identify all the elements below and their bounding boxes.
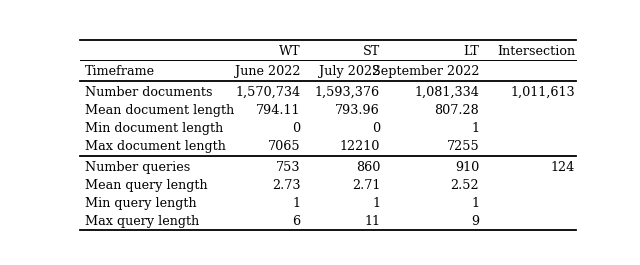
Text: 1,081,334: 1,081,334 bbox=[415, 86, 479, 99]
Text: 0: 0 bbox=[372, 122, 380, 135]
Text: 794.11: 794.11 bbox=[256, 104, 301, 117]
Text: 753: 753 bbox=[276, 161, 301, 174]
Text: 860: 860 bbox=[356, 161, 380, 174]
Text: Number documents: Number documents bbox=[85, 86, 212, 99]
Text: 807.28: 807.28 bbox=[435, 104, 479, 117]
Text: Mean document length: Mean document length bbox=[85, 104, 234, 117]
Text: WT: WT bbox=[279, 45, 301, 58]
Text: 1: 1 bbox=[372, 197, 380, 210]
Text: Mean query length: Mean query length bbox=[85, 179, 207, 192]
Text: 124: 124 bbox=[551, 161, 575, 174]
Text: 11: 11 bbox=[364, 215, 380, 228]
Text: 6: 6 bbox=[292, 215, 301, 228]
Text: June 2022: June 2022 bbox=[236, 65, 301, 78]
Text: Min document length: Min document length bbox=[85, 122, 223, 135]
Text: 1,011,613: 1,011,613 bbox=[510, 86, 575, 99]
Text: 2.52: 2.52 bbox=[451, 179, 479, 192]
Text: 7255: 7255 bbox=[447, 140, 479, 153]
Text: September 2022: September 2022 bbox=[372, 65, 479, 78]
Text: Max query length: Max query length bbox=[85, 215, 199, 228]
Text: 2.71: 2.71 bbox=[352, 179, 380, 192]
Text: Max document length: Max document length bbox=[85, 140, 226, 153]
Text: 0: 0 bbox=[292, 122, 301, 135]
Text: 793.96: 793.96 bbox=[335, 104, 380, 117]
Text: 1,593,376: 1,593,376 bbox=[315, 86, 380, 99]
Text: 1: 1 bbox=[292, 197, 301, 210]
Text: ST: ST bbox=[363, 45, 380, 58]
Text: 2.73: 2.73 bbox=[272, 179, 301, 192]
Text: Number queries: Number queries bbox=[85, 161, 190, 174]
Text: July 2022: July 2022 bbox=[319, 65, 380, 78]
Text: 9: 9 bbox=[471, 215, 479, 228]
Text: Intersection: Intersection bbox=[497, 45, 575, 58]
Text: 1: 1 bbox=[471, 122, 479, 135]
Text: Min query length: Min query length bbox=[85, 197, 196, 210]
Text: 1: 1 bbox=[471, 197, 479, 210]
Text: 910: 910 bbox=[455, 161, 479, 174]
Text: 12210: 12210 bbox=[340, 140, 380, 153]
Text: 7065: 7065 bbox=[268, 140, 301, 153]
Text: 1,570,734: 1,570,734 bbox=[236, 86, 301, 99]
Text: Timeframe: Timeframe bbox=[85, 65, 155, 78]
Text: LT: LT bbox=[463, 45, 479, 58]
